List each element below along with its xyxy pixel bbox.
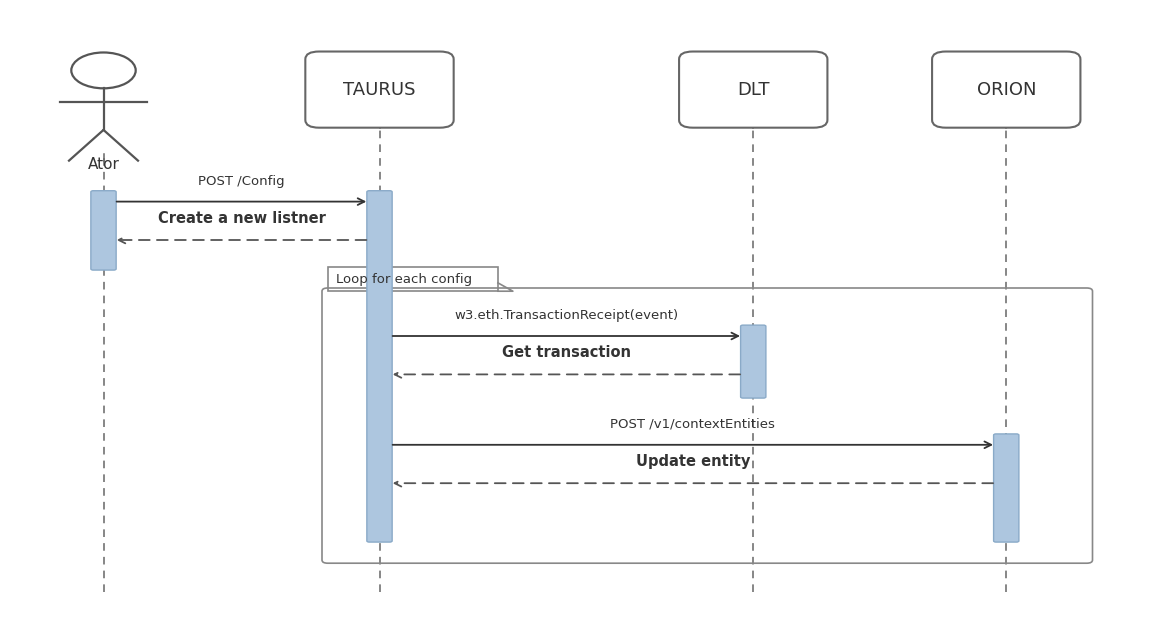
Text: Update entity: Update entity [636,454,750,469]
FancyBboxPatch shape [91,191,116,270]
Text: POST /Config: POST /Config [198,175,285,188]
Text: Create a new listner: Create a new listner [158,211,325,226]
Text: TAURUS: TAURUS [343,81,416,99]
Text: Ator: Ator [87,157,120,172]
Text: Get transaction: Get transaction [501,346,631,360]
FancyBboxPatch shape [933,51,1081,128]
Text: DLT: DLT [737,81,769,99]
Text: w3.eth.TransactionReceipt(event): w3.eth.TransactionReceipt(event) [454,309,678,322]
FancyBboxPatch shape [306,51,453,128]
FancyBboxPatch shape [678,51,828,128]
Text: Loop for each config: Loop for each config [336,273,471,285]
FancyBboxPatch shape [367,191,392,542]
Text: ORION: ORION [976,81,1036,99]
FancyBboxPatch shape [994,434,1019,542]
FancyBboxPatch shape [741,325,766,398]
Text: POST /v1/contextEntities: POST /v1/contextEntities [611,418,775,431]
